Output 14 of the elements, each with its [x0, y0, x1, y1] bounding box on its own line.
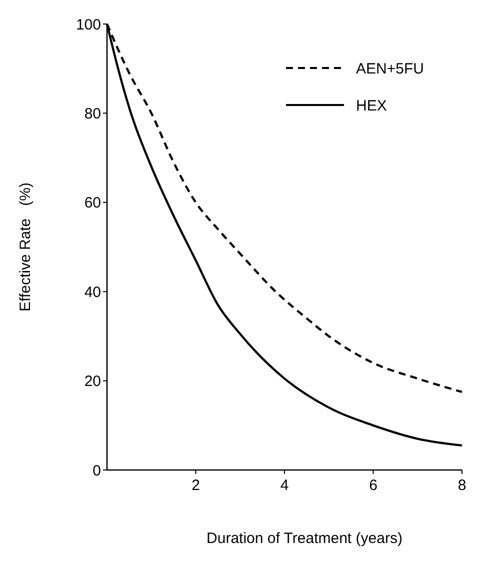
x-tick-label: 4	[280, 477, 289, 494]
y-tick-label: 40	[84, 284, 101, 301]
y-tick-label: 80	[84, 105, 101, 122]
x-tick-label: 8	[458, 477, 466, 494]
x-tick-label: 2	[192, 477, 200, 494]
legend-label: HEX	[356, 97, 387, 114]
x-tick-label: 6	[369, 477, 378, 494]
y-tick-label: 20	[84, 373, 101, 390]
y-tick-label: 60	[84, 194, 101, 212]
y-tick-label: 0	[92, 462, 101, 480]
legend-label: AEN+5FU	[356, 60, 424, 78]
x-axis-title: Duration of Treatment (years)	[206, 530, 402, 547]
y-tick-label: 100	[76, 16, 101, 34]
y-axis-title: Effective Rate (%)	[17, 182, 34, 312]
